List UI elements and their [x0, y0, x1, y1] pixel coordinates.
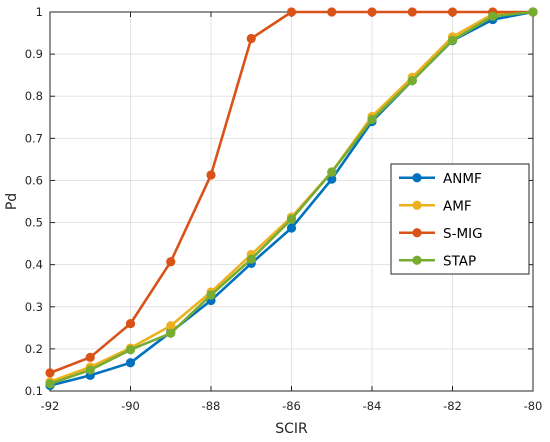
- y-axis-label: Pd: [4, 193, 20, 210]
- legend-label: ANMF: [443, 171, 482, 187]
- data-point: [206, 170, 216, 180]
- legend: ANMF AMF S-MIG STAP: [390, 163, 530, 275]
- data-point: [528, 7, 538, 17]
- legend-label: STAP: [443, 253, 476, 269]
- legend-item: AMF: [399, 198, 472, 214]
- data-point: [367, 7, 377, 17]
- data-point: [125, 319, 136, 329]
- data-point: [327, 174, 337, 184]
- data-point: [206, 290, 216, 300]
- data-point: [246, 33, 256, 44]
- legend-label: S-MIG: [443, 226, 483, 242]
- legend-label: AMF: [443, 198, 472, 214]
- data-point: [166, 257, 176, 267]
- data-point: [246, 254, 256, 264]
- data-point: [286, 214, 297, 224]
- legend-marker: [412, 200, 422, 210]
- y-tick-label: 0.7: [25, 131, 43, 145]
- legend-marker: [412, 228, 422, 238]
- series-layer: [45, 7, 538, 391]
- y-tick-label: 0.9: [25, 47, 43, 61]
- data-point: [407, 76, 417, 86]
- data-point: [85, 352, 95, 362]
- x-axis-label: SCIR: [275, 421, 308, 437]
- legend-box: [390, 163, 530, 275]
- legend-marker: [412, 255, 422, 265]
- data-point: [286, 223, 297, 233]
- x-tick-label: -80: [524, 399, 543, 413]
- data-point: [45, 379, 55, 389]
- data-point: [286, 7, 297, 17]
- data-point: [367, 114, 377, 124]
- y-tick-label: 0.5: [25, 216, 43, 230]
- y-tick-label: 0.6: [25, 173, 43, 187]
- x-tick-label: -90: [121, 399, 140, 413]
- y-tick-label: 0.3: [25, 300, 43, 314]
- x-tick-label: -84: [363, 399, 382, 413]
- x-tick-label: -88: [202, 399, 221, 413]
- data-point: [488, 11, 498, 21]
- data-point: [125, 345, 136, 355]
- x-tick-label: -92: [41, 399, 60, 413]
- data-point: [447, 35, 458, 45]
- data-point: [447, 7, 458, 17]
- data-point: [407, 7, 417, 17]
- series-stap: [45, 7, 538, 389]
- y-tick-labels: 0.1 0.2 0.3 0.4 0.5 0.6 0.7 0.8 0.9 1: [25, 5, 43, 398]
- data-point: [166, 328, 176, 338]
- data-point: [45, 368, 55, 378]
- x-tick-labels: -92 -90 -88 -86 -84 -82 -80: [41, 399, 543, 413]
- legend-item: STAP: [399, 253, 476, 269]
- y-tick-label: 0.2: [25, 342, 43, 356]
- data-point: [166, 321, 176, 331]
- y-tick-label: 1: [36, 5, 43, 19]
- y-tick-label: 0.1: [25, 384, 43, 398]
- legend-item: S-MIG: [399, 226, 483, 242]
- data-point: [85, 365, 95, 375]
- legend-marker: [412, 173, 422, 183]
- data-point: [327, 167, 337, 177]
- x-tick-label: -82: [443, 399, 462, 413]
- data-point: [327, 7, 337, 17]
- y-tick-label: 0.8: [25, 89, 43, 103]
- legend-item: ANMF: [399, 171, 482, 187]
- data-point: [125, 358, 136, 368]
- tick-marks: [49, 11, 534, 392]
- x-tick-label: -86: [282, 399, 301, 413]
- y-tick-label: 0.4: [25, 258, 43, 272]
